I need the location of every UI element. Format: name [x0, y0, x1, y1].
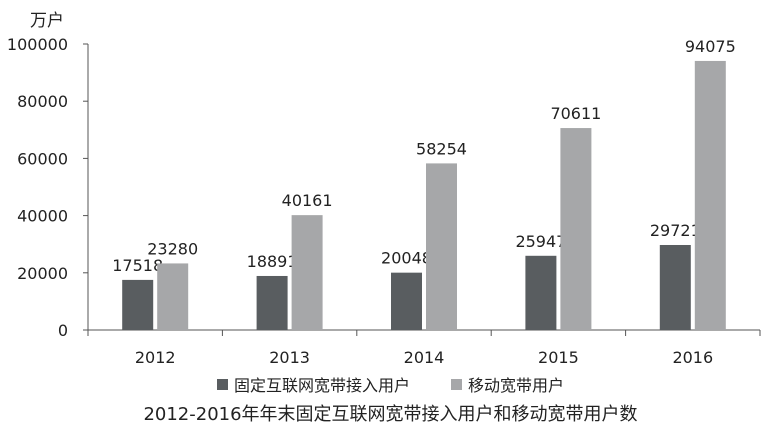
bar-fixed-2012	[122, 279, 154, 330]
y-tick-label-0: 0	[58, 321, 68, 340]
data-label-fixed-2014: 20048	[381, 249, 432, 268]
data-label-mobile-2015: 70611	[550, 104, 601, 123]
y-axis-title: 万户	[30, 11, 64, 31]
y-tick-label-1: 20000	[17, 264, 68, 283]
legend-item-mobile-broadband: 移动宽带用户	[451, 372, 564, 396]
legend-swatch-fixed-broadband	[216, 378, 228, 390]
x-tick-label-2016: 2016	[672, 348, 713, 367]
y-tick-label-2: 40000	[17, 207, 68, 226]
bar-mobile-2012	[157, 263, 189, 330]
y-tick-label-3: 60000	[17, 149, 68, 168]
bar-fixed-2014	[391, 272, 422, 330]
legend: 固定互联网宽带接入用户 移动宽带用户	[0, 372, 781, 396]
data-label-mobile-2013: 40161	[282, 191, 333, 210]
bar-mobile-2013	[291, 215, 323, 330]
x-tick-label-2013: 2013	[269, 348, 310, 367]
legend-swatch-mobile-broadband	[451, 378, 463, 390]
data-label-mobile-2016: 94075	[685, 37, 736, 56]
bar-mobile-2014	[426, 163, 457, 330]
data-label-mobile-2012: 23280	[147, 239, 198, 258]
chart-title: 2012-2016年年末固定互联网宽带接入用户和移动宽带用户数	[143, 404, 638, 425]
data-label-fixed-2012: 17518	[112, 256, 163, 275]
bar-fixed-2013	[256, 275, 288, 330]
bar-fixed-2015	[525, 255, 557, 330]
bar-mobile-2015	[560, 128, 592, 330]
legend-label-fixed-broadband: 固定互联网宽带接入用户	[233, 376, 410, 395]
y-tick-label-5: 100000	[7, 35, 68, 54]
legend-label-mobile-broadband: 移动宽带用户	[468, 376, 565, 395]
bar-mobile-2016	[694, 60, 726, 331]
bar-fixed-2016	[659, 244, 691, 330]
data-label-fixed-2015: 25947	[515, 232, 566, 251]
y-tick-label-4: 80000	[17, 92, 68, 111]
legend-item-fixed-broadband: 固定互联网宽带接入用户	[216, 372, 410, 396]
x-tick-label-2015: 2015	[538, 348, 579, 367]
x-tick-label-2014: 2014	[404, 348, 445, 367]
data-label-fixed-2013: 18891	[247, 252, 298, 271]
bar-chart: 0 20000 40000 60000 80000 100000 2012 2013 2014 2…	[7, 35, 761, 367]
x-tick-label-2012: 2012	[135, 348, 176, 367]
data-label-mobile-2014: 58254	[416, 139, 467, 158]
data-label-fixed-2016: 29721	[650, 221, 701, 240]
